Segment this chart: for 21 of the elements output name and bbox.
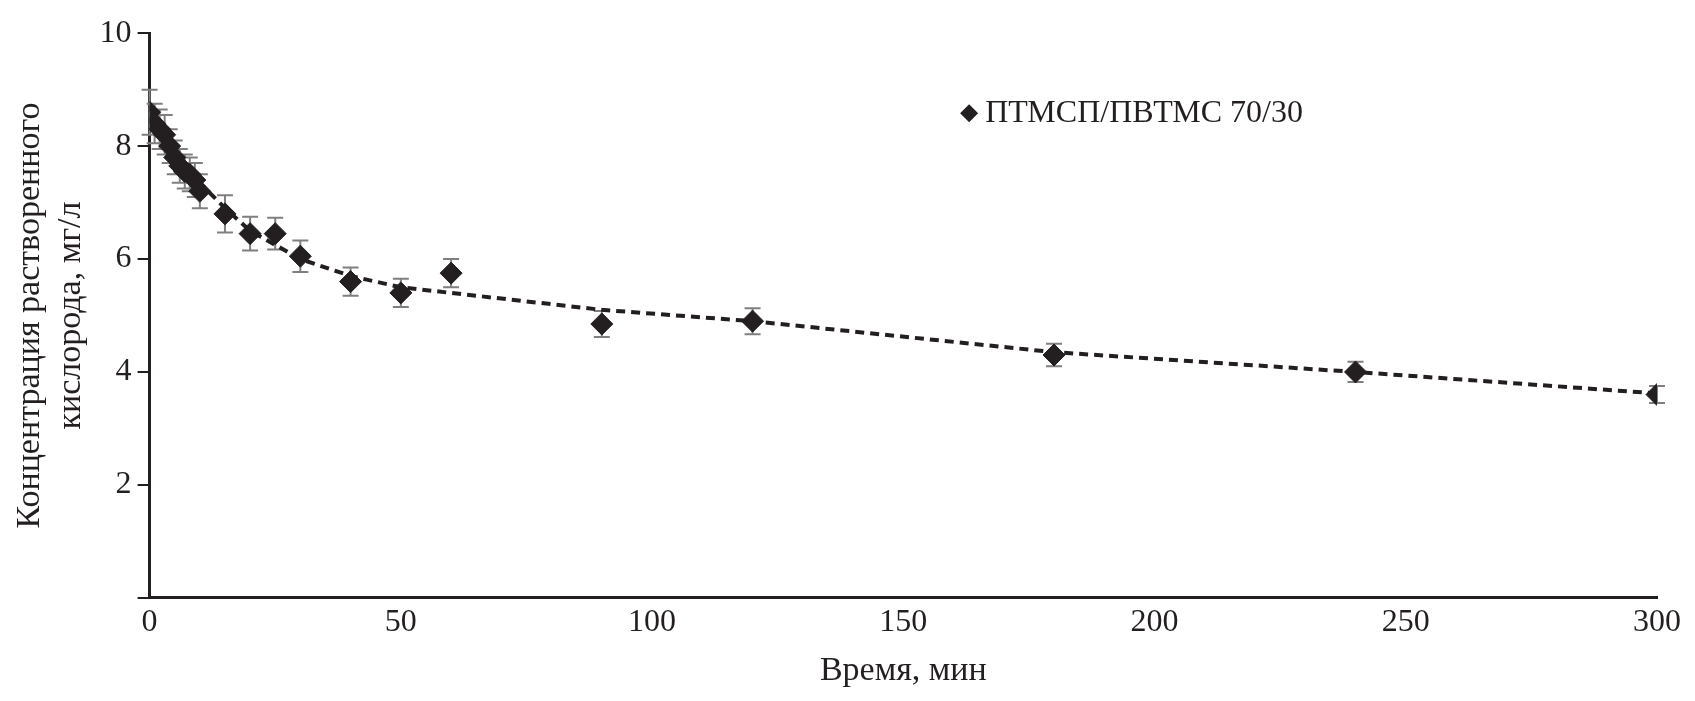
point bbox=[213, 202, 237, 226]
x-tick-label: 0 bbox=[141, 602, 158, 639]
point bbox=[238, 222, 262, 246]
point bbox=[288, 244, 312, 268]
x-tick-label: 300 bbox=[1633, 602, 1681, 639]
point bbox=[439, 261, 463, 285]
point bbox=[339, 270, 363, 294]
y-axis-title: Концентрация растворенного кислорода, мг/л bbox=[9, 102, 88, 529]
x-tick-label: 250 bbox=[1381, 602, 1430, 639]
y-tick-label: 2 bbox=[115, 464, 132, 501]
x-tick-label: 100 bbox=[628, 602, 677, 639]
x-tick-label: 50 bbox=[384, 602, 417, 639]
legend-label: ПТМСП/ПВТМС 70/30 bbox=[985, 92, 1303, 129]
y-tick-label: 8 bbox=[115, 125, 132, 162]
x-tick-label: 150 bbox=[879, 602, 928, 639]
y-tick-label: 4 bbox=[115, 351, 132, 388]
x-tick-label: 200 bbox=[1130, 602, 1179, 639]
y-tick-label: 6 bbox=[115, 238, 132, 275]
point bbox=[263, 222, 287, 246]
y-tick-label: 10 bbox=[99, 12, 132, 49]
x-axis-title: Время, мин bbox=[819, 649, 987, 687]
